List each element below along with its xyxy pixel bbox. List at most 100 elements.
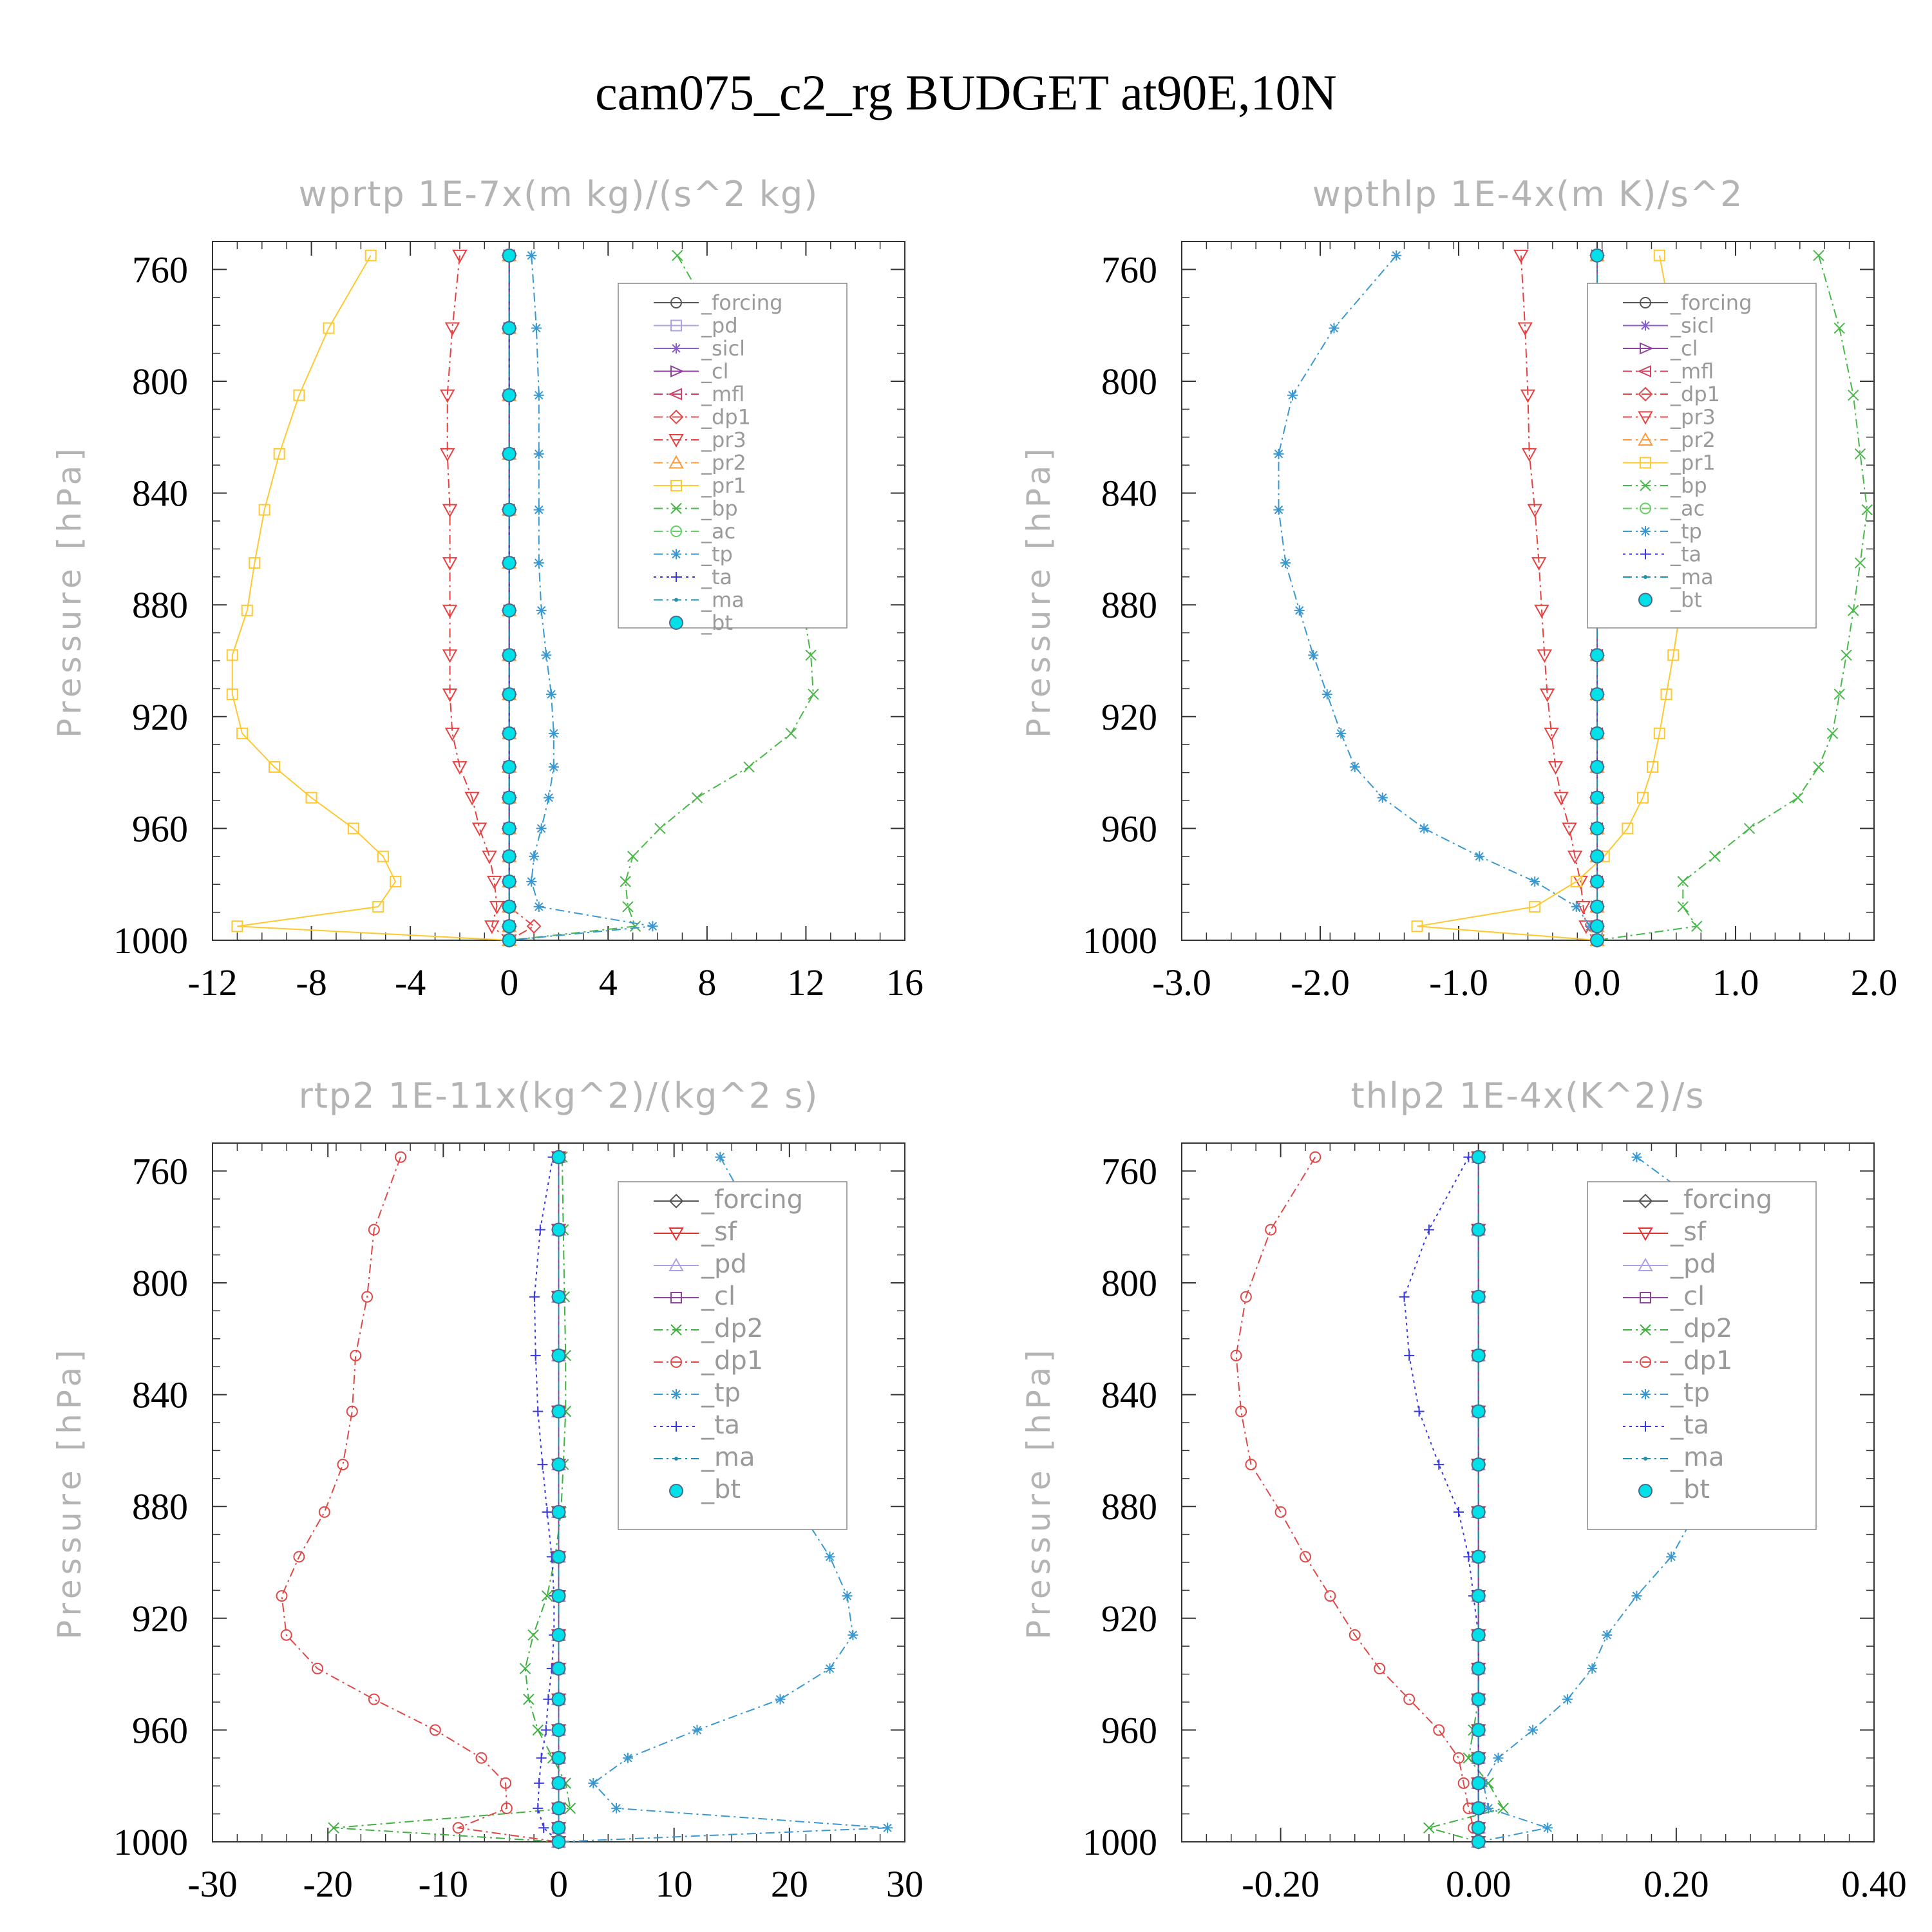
data-point (1653, 249, 1665, 261)
x-tick-label: 0.20 (1643, 1863, 1709, 1905)
legend-entry: _ta (701, 1410, 740, 1440)
data-point (280, 1629, 292, 1641)
legend-entry: _bt (701, 1475, 741, 1504)
data-point (368, 1224, 380, 1236)
x-tick-label: 0 (549, 1863, 568, 1905)
x-tick-label: 10 (656, 1863, 693, 1905)
data-point (1493, 1752, 1504, 1763)
data-point (527, 1629, 539, 1641)
data-point (715, 1151, 726, 1162)
series-tp (1273, 250, 1602, 945)
data-point (1653, 727, 1665, 739)
y-tick-label: 800 (1101, 361, 1157, 402)
x-tick-label: 30 (886, 1863, 923, 1905)
legend-entry: _dp1 (1670, 382, 1720, 406)
data-point (1273, 448, 1284, 459)
data-point (500, 1802, 513, 1814)
data-point (551, 1835, 566, 1849)
data-point (502, 726, 516, 741)
series-line (1520, 255, 1598, 941)
data-point (502, 502, 516, 517)
legend-entry: _pd (1670, 1249, 1716, 1279)
data-point (1590, 849, 1604, 864)
legend-marker (670, 297, 682, 308)
data-point (1534, 604, 1549, 618)
data-point (1324, 1590, 1336, 1602)
legend-marker (1638, 1227, 1653, 1242)
y-tick-label: 760 (132, 1150, 188, 1192)
data-point (464, 791, 480, 806)
data-point (318, 1506, 330, 1518)
data-point (1273, 504, 1284, 515)
y-tick-label: 840 (1101, 1374, 1157, 1416)
y-axis-label: Pressure [hPa] (1020, 444, 1057, 738)
data-point (1813, 761, 1824, 773)
data-point (1391, 250, 1402, 261)
data-point (1419, 823, 1430, 834)
data-point (365, 249, 377, 261)
data-point (1677, 876, 1689, 887)
legend-marker (1638, 1193, 1653, 1209)
data-point (1245, 1459, 1257, 1471)
data-point (824, 1663, 835, 1674)
x-tick-label: 0 (500, 961, 518, 1003)
series-pr3 (440, 249, 517, 949)
data-point (444, 322, 460, 336)
data-point (1513, 249, 1529, 263)
x-tick-label: 0.00 (1446, 1863, 1511, 1905)
legend-marker (1638, 592, 1653, 607)
data-point (1471, 1835, 1486, 1849)
legend-marker (670, 319, 682, 332)
data-point (535, 1224, 545, 1235)
legend-entry: _forcing (701, 290, 782, 315)
series-ma (556, 1155, 561, 1844)
y-tick-label: 760 (1101, 1150, 1157, 1192)
data-point (536, 605, 547, 616)
x-tick-label: -3.0 (1152, 961, 1211, 1003)
legend-entry: _tp (1670, 1378, 1710, 1408)
y-tick-label: 960 (1101, 1709, 1157, 1751)
data-point (551, 1627, 566, 1642)
y-tick-label: 840 (132, 1374, 188, 1416)
panel-title: wprtp 1E-7x(m kg)/(s^2 kg) (299, 174, 819, 214)
data-point (347, 822, 359, 835)
legend-marker (1638, 1484, 1653, 1498)
data-point (372, 900, 384, 913)
data-point (808, 688, 819, 700)
legend-entry: _tp (701, 1378, 741, 1408)
data-point (1274, 1506, 1287, 1518)
legend-marker (1637, 365, 1651, 378)
y-tick-label: 840 (1101, 473, 1157, 515)
data-point (1530, 876, 1540, 887)
data-point (551, 1821, 566, 1835)
data-point (486, 875, 502, 889)
panel-wpthlp: wpthlp 1E-4x(m K)/s^2 Pressure [hPa] 760 80… (1020, 174, 1897, 1003)
data-point (1590, 933, 1604, 947)
data-point (241, 604, 253, 616)
legend-marker (670, 480, 682, 491)
legend-marker (1640, 549, 1651, 560)
data-point (1474, 851, 1485, 862)
data-point (1404, 1350, 1415, 1361)
data-point (1667, 649, 1680, 661)
legend: _forcing_sf_pd _cl _dp2 _dp1_tp_ta _ma _bt (1587, 1181, 1817, 1530)
data-point (377, 850, 389, 862)
panel-thlp2: thlp2 1E-4x(K^2)/s Pressure [hPa] 760 800 84… (1020, 1075, 1907, 1905)
data-point (588, 1777, 599, 1788)
data-point (1848, 389, 1859, 401)
y-tick-label: 920 (132, 696, 188, 738)
data-point (1433, 1724, 1445, 1736)
data-point (1571, 901, 1582, 912)
x-tick-label: -1.0 (1429, 961, 1488, 1003)
data-point (533, 504, 544, 515)
data-point (1309, 1151, 1321, 1163)
data-point (1471, 1750, 1486, 1765)
data-point (1544, 727, 1559, 741)
data-point (1336, 728, 1347, 739)
data-point (502, 603, 516, 618)
panel-title: wpthlp 1E-4x(m K)/s^2 (1312, 174, 1744, 214)
data-point (1235, 1405, 1247, 1417)
data-point (471, 822, 488, 837)
legend-box (1587, 1181, 1817, 1530)
